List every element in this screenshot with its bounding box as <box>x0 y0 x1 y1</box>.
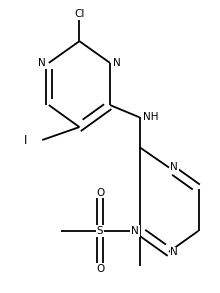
Text: O: O <box>96 264 104 274</box>
Text: N: N <box>113 58 120 68</box>
Text: O: O <box>96 188 104 197</box>
Text: NH: NH <box>143 112 158 122</box>
Text: Cl: Cl <box>74 9 84 19</box>
Text: I: I <box>24 134 28 146</box>
Text: N: N <box>131 226 139 236</box>
Text: N: N <box>170 248 178 258</box>
Text: S: S <box>97 226 103 236</box>
Text: N: N <box>38 58 46 68</box>
Text: N: N <box>170 161 178 172</box>
